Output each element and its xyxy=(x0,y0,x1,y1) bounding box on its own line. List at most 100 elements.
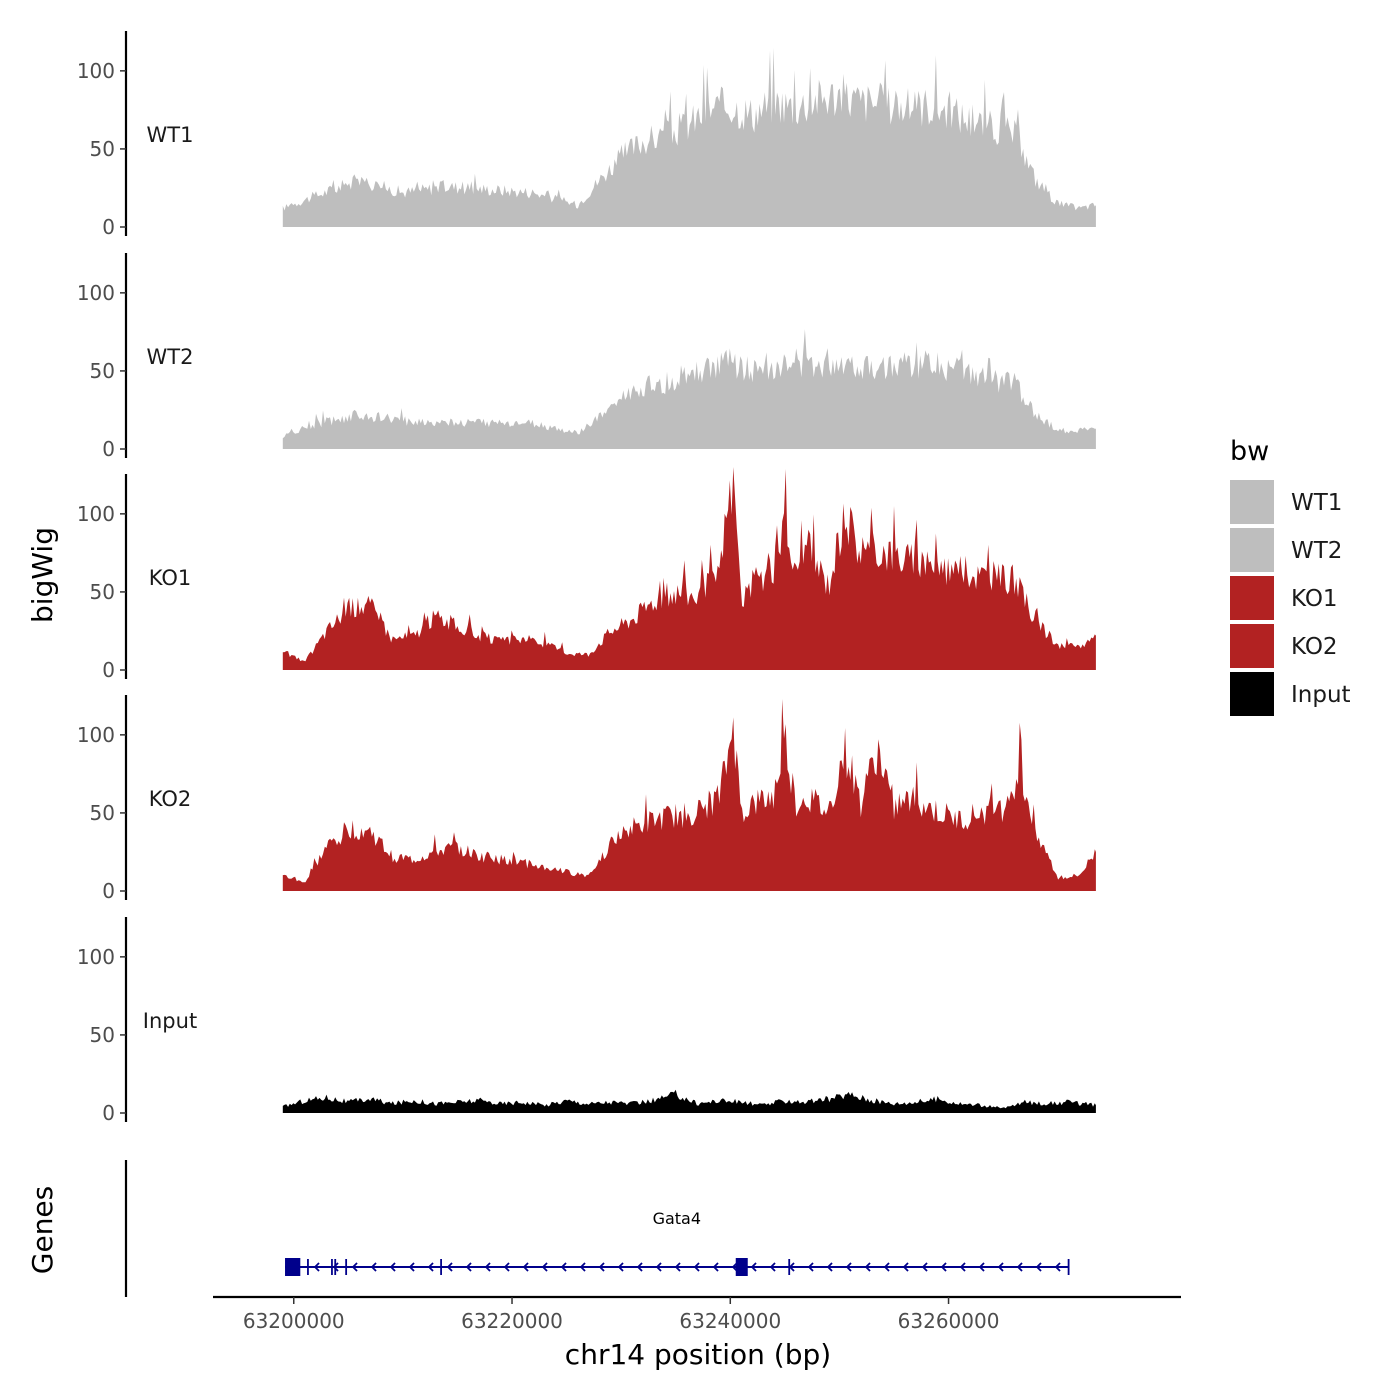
strand-arrow xyxy=(1054,1262,1061,1272)
y-tick-label: 100 xyxy=(77,945,115,969)
track-input: 0 50 100 Input xyxy=(77,917,1096,1125)
legend-item-ko2: KO2 xyxy=(1230,624,1338,668)
x-tick-label: 63200000 xyxy=(243,1309,345,1333)
signal-tracks: 0 50 100 WT1 0 50 100 WT2 0 50 100 KO1 0 50 100 KO2 0 50 1… xyxy=(77,31,1096,1125)
x-tick-label: 63260000 xyxy=(898,1309,1000,1333)
strand-arrow xyxy=(921,1262,928,1272)
strand-arrow xyxy=(503,1262,510,1272)
legend-item-ko1: KO1 xyxy=(1230,576,1338,620)
strand-arrow xyxy=(541,1262,548,1272)
legend-items: WT1 WT2 KO1 KO2 Input xyxy=(1230,480,1351,716)
strand-arrow xyxy=(408,1262,415,1272)
signal-area-ko1 xyxy=(282,467,1096,670)
legend-swatch xyxy=(1230,576,1274,620)
strand-arrow xyxy=(446,1262,453,1272)
strand-arrow xyxy=(902,1262,909,1272)
strand-arrow xyxy=(959,1262,966,1272)
exon-block xyxy=(285,1258,301,1276)
strand-arrow xyxy=(769,1262,776,1272)
y-tick-label: 0 xyxy=(102,215,115,239)
track-label: Input xyxy=(143,1009,197,1033)
y-tick-label: 0 xyxy=(102,1101,115,1125)
legend-label: Input xyxy=(1291,682,1351,708)
strand-arrow xyxy=(940,1262,947,1272)
strand-arrow xyxy=(997,1262,1004,1272)
y-tick-label: 50 xyxy=(90,580,115,604)
strand-arrow xyxy=(560,1262,567,1272)
x-tick-label: 63220000 xyxy=(461,1309,563,1333)
genes-axis-title: Genes xyxy=(26,1186,59,1274)
legend-swatch xyxy=(1230,624,1274,668)
strand-arrow xyxy=(883,1262,890,1272)
strand-arrow xyxy=(655,1262,662,1272)
strand-arrow xyxy=(731,1262,738,1272)
y-tick-label: 100 xyxy=(77,59,115,83)
strand-arrow xyxy=(427,1262,434,1272)
y-tick-label: 50 xyxy=(90,359,115,383)
legend-item-wt2: WT2 xyxy=(1230,528,1342,572)
x-axis: 63200000 63220000 63240000 63260000 xyxy=(213,1295,1181,1333)
y-axis-title: bigWig xyxy=(26,527,59,623)
strand-arrow xyxy=(845,1262,852,1272)
strand-arrow xyxy=(332,1262,339,1272)
track-label: WT1 xyxy=(147,123,194,147)
x-tick-label: 63240000 xyxy=(679,1309,781,1333)
strand-arrow xyxy=(1016,1262,1023,1272)
y-tick-label: 100 xyxy=(77,502,115,526)
strand-arrow xyxy=(674,1262,681,1272)
legend-swatch xyxy=(1230,672,1274,716)
legend-item-wt1: WT1 xyxy=(1230,480,1342,524)
strand-arrow xyxy=(807,1262,814,1272)
strand-arrow xyxy=(693,1262,700,1272)
strand-arrow xyxy=(636,1262,643,1272)
strand-arrow xyxy=(313,1262,320,1272)
legend-title: bw xyxy=(1230,436,1269,467)
track-wt1: 0 50 100 WT1 xyxy=(77,31,1096,239)
strand-arrow xyxy=(978,1262,985,1272)
track-wt2: 0 50 100 WT2 xyxy=(77,253,1096,461)
legend: bw WT1 WT2 KO1 KO2 Input xyxy=(1230,436,1351,716)
strand-arrow xyxy=(484,1262,491,1272)
strand-arrow xyxy=(1035,1262,1042,1272)
legend-label: KO2 xyxy=(1291,634,1338,660)
y-tick-label: 0 xyxy=(102,879,115,903)
strand-arrow xyxy=(465,1262,472,1272)
legend-swatch xyxy=(1230,528,1274,572)
strand-arrow xyxy=(750,1262,757,1272)
legend-label: WT1 xyxy=(1291,490,1342,516)
strand-arrow xyxy=(370,1262,377,1272)
track-label: WT2 xyxy=(147,345,194,369)
signal-area-input xyxy=(282,1089,1096,1113)
track-label: KO1 xyxy=(149,566,192,590)
legend-swatch xyxy=(1230,480,1274,524)
x-axis-title: chr14 position (bp) xyxy=(565,1338,831,1371)
y-tick-label: 100 xyxy=(77,281,115,305)
gene-name-label: Gata4 xyxy=(653,1209,701,1228)
signal-area-wt1 xyxy=(282,47,1096,228)
signal-area-ko2 xyxy=(282,699,1096,891)
y-tick-label: 0 xyxy=(102,437,115,461)
strand-arrow xyxy=(712,1262,719,1272)
strand-arrow xyxy=(579,1262,586,1272)
legend-item-input: Input xyxy=(1230,672,1351,716)
track-ko1: 0 50 100 KO1 xyxy=(77,467,1096,682)
track-label: KO2 xyxy=(149,787,192,811)
legend-label: KO1 xyxy=(1291,586,1338,612)
strand-arrow xyxy=(826,1262,833,1272)
strand-arrow xyxy=(617,1262,624,1272)
signal-area-wt2 xyxy=(282,329,1096,449)
legend-label: WT2 xyxy=(1291,538,1342,564)
strand-arrow xyxy=(598,1262,605,1272)
strand-arrow xyxy=(864,1262,871,1272)
gene-track: Gata4 xyxy=(124,1160,1070,1297)
y-tick-label: 50 xyxy=(90,137,115,161)
exon-block xyxy=(735,1258,748,1276)
y-tick-label: 100 xyxy=(77,723,115,747)
y-tick-label: 50 xyxy=(90,801,115,825)
strand-arrow xyxy=(351,1262,358,1272)
y-tick-label: 0 xyxy=(102,658,115,682)
track-ko2: 0 50 100 KO2 xyxy=(77,695,1096,903)
strand-arrow xyxy=(389,1262,396,1272)
strand-arrow xyxy=(522,1262,529,1272)
